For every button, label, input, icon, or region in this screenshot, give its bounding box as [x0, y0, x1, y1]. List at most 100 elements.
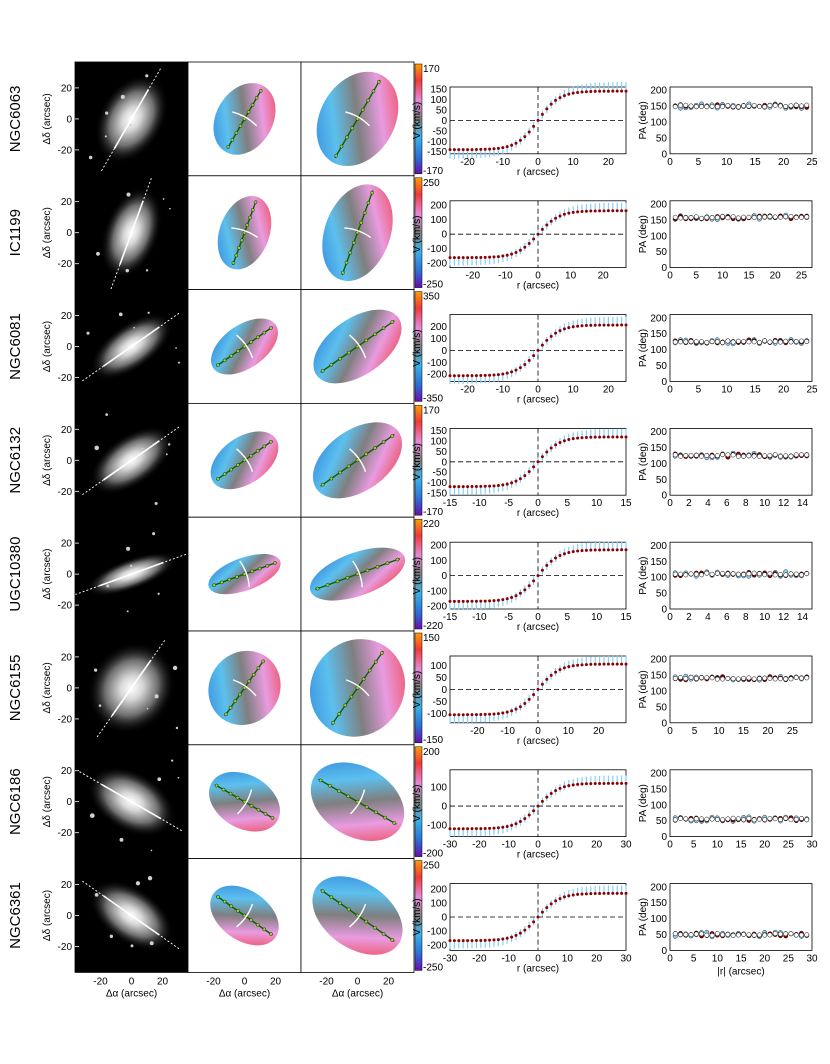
- velocity-tick-label: -100: [427, 358, 447, 369]
- gas-velocity-point: [461, 939, 465, 943]
- pa-radius-tick-label: 0: [667, 271, 673, 282]
- pa-radius-tick-label: 15: [750, 157, 762, 168]
- gas-velocity-point: [505, 145, 509, 149]
- photometric-pa-point: [799, 214, 804, 220]
- gas-velocity-point: [540, 910, 544, 914]
- pa-tick-label: 150: [650, 443, 667, 454]
- photometric-pa-point: [767, 816, 773, 821]
- pa-tick-label: 150: [650, 898, 667, 909]
- photometric-pa-point: [693, 339, 699, 345]
- gas-velocity-point: [527, 241, 531, 245]
- gas-velocity-point: [505, 824, 509, 828]
- gas-velocity-point: [606, 323, 610, 327]
- gas-velocity-point: [514, 707, 518, 711]
- pa-radius-tick-label: 0: [667, 953, 673, 964]
- gas-velocity-point: [584, 548, 588, 552]
- gas-velocity-point: [536, 460, 540, 464]
- dec-tick-label: 20: [61, 83, 73, 94]
- gas-velocity-point: [492, 599, 496, 603]
- kinematic-center-point: [262, 927, 267, 932]
- field-star: [172, 665, 178, 671]
- gas-velocity-point: [558, 786, 562, 790]
- pa-tick-label: 100: [650, 686, 667, 697]
- gas-velocity-point: [606, 89, 610, 93]
- kinematic-center-point: [234, 131, 239, 135]
- gas-velocity-point: [611, 89, 615, 93]
- photometric-pa-point: [683, 816, 689, 822]
- gas-velocity-point: [620, 781, 624, 785]
- kinematic-center-point: [366, 98, 370, 103]
- velocity-tick-label: 150: [430, 426, 447, 437]
- ra-tick-label: -20: [206, 976, 221, 987]
- pa-radius-tick-label: 10: [717, 271, 729, 282]
- radius-tick-label: 30: [620, 840, 632, 851]
- kinematic-center-point: [253, 200, 258, 205]
- gas-velocity-point: [488, 599, 492, 603]
- pa-radius-tick-label: 5: [691, 840, 697, 851]
- photometric-pa-point: [720, 452, 726, 458]
- photometric-pa-point: [751, 676, 757, 682]
- kinematic-center-point: [249, 340, 253, 344]
- kinematic-center-point: [222, 472, 227, 476]
- photometric-pa-point: [762, 453, 768, 459]
- gas-velocity-point: [584, 209, 588, 213]
- position-angle-panel: 0 50 100 150 200 0 5 10 15 20 25 30 PA (deg): [638, 882, 818, 964]
- radius-tick-label: -30: [443, 953, 458, 964]
- kinematic-center-point: [239, 238, 244, 243]
- field-star: [126, 610, 129, 613]
- gas-velocity-point: [558, 668, 562, 672]
- gas-velocity-point: [536, 118, 540, 122]
- kinematic-center-point: [270, 816, 275, 820]
- pa-tick-label: 200: [650, 541, 667, 552]
- colorbar-max-label: 250: [423, 178, 440, 189]
- radius-tick-label: 20: [603, 157, 615, 168]
- gas-velocity-map: [187, 61, 302, 177]
- gas-velocity-point: [479, 713, 483, 717]
- photometric-pa-point: [788, 339, 794, 345]
- dec-axis-label: Δδ (arcsec): [42, 435, 53, 486]
- photometric-pa-point: [709, 215, 715, 220]
- field-star: [157, 777, 162, 782]
- dec-tick-label: 0: [66, 911, 72, 922]
- gas-velocity-point: [545, 677, 549, 681]
- photometric-pa-point: [704, 215, 710, 220]
- gas-velocity-point: [536, 915, 540, 919]
- photometric-pa-point: [772, 572, 778, 578]
- pa-tick-label: 200: [650, 655, 667, 666]
- photometric-pa-point: [746, 214, 752, 220]
- photometric-pa-point: [804, 817, 810, 823]
- dec-axis-label: Δδ (arcsec): [42, 776, 53, 827]
- photometric-pa-point: [741, 817, 747, 823]
- pa-radius-tick-label: 10: [721, 384, 733, 395]
- photometric-pa-point: [688, 932, 694, 938]
- gas-velocity-point: [562, 94, 566, 98]
- gas-velocity-point: [606, 435, 610, 439]
- photometric-pa-point: [735, 816, 741, 822]
- gas-velocity-point: [576, 436, 580, 440]
- gas-velocity-point: [501, 146, 505, 150]
- pa-radius-tick-label: 20: [778, 384, 790, 395]
- gas-velocity-point: [615, 89, 619, 93]
- pa-radius-tick-label: 5: [694, 271, 700, 282]
- minor-axis-curve: [231, 227, 259, 239]
- radius-tick-label: 30: [620, 953, 632, 964]
- kinematic-center-point: [262, 444, 267, 449]
- photometric-pa-point: [672, 931, 678, 937]
- photometric-pa-point: [714, 817, 720, 822]
- photometric-pa-point: [793, 932, 799, 938]
- photometric-pa-point: [683, 676, 689, 682]
- photometric-pa-point: [756, 104, 762, 109]
- photometric-pa-point: [693, 452, 699, 458]
- kinematic-center-point: [381, 326, 386, 331]
- kinematic-center-point: [371, 89, 376, 94]
- pa-tick-label: 200: [650, 768, 667, 779]
- kinematic-center-point: [329, 895, 334, 900]
- dec-tick-label: 0: [66, 570, 72, 581]
- gas-velocity-point: [518, 931, 522, 935]
- photometric-pa-point: [693, 931, 699, 937]
- kinematic-center-point: [337, 789, 341, 793]
- gas-velocity-point: [536, 804, 540, 808]
- photometric-pa-point: [672, 817, 678, 823]
- pa-radius-tick-label: 20: [759, 953, 771, 964]
